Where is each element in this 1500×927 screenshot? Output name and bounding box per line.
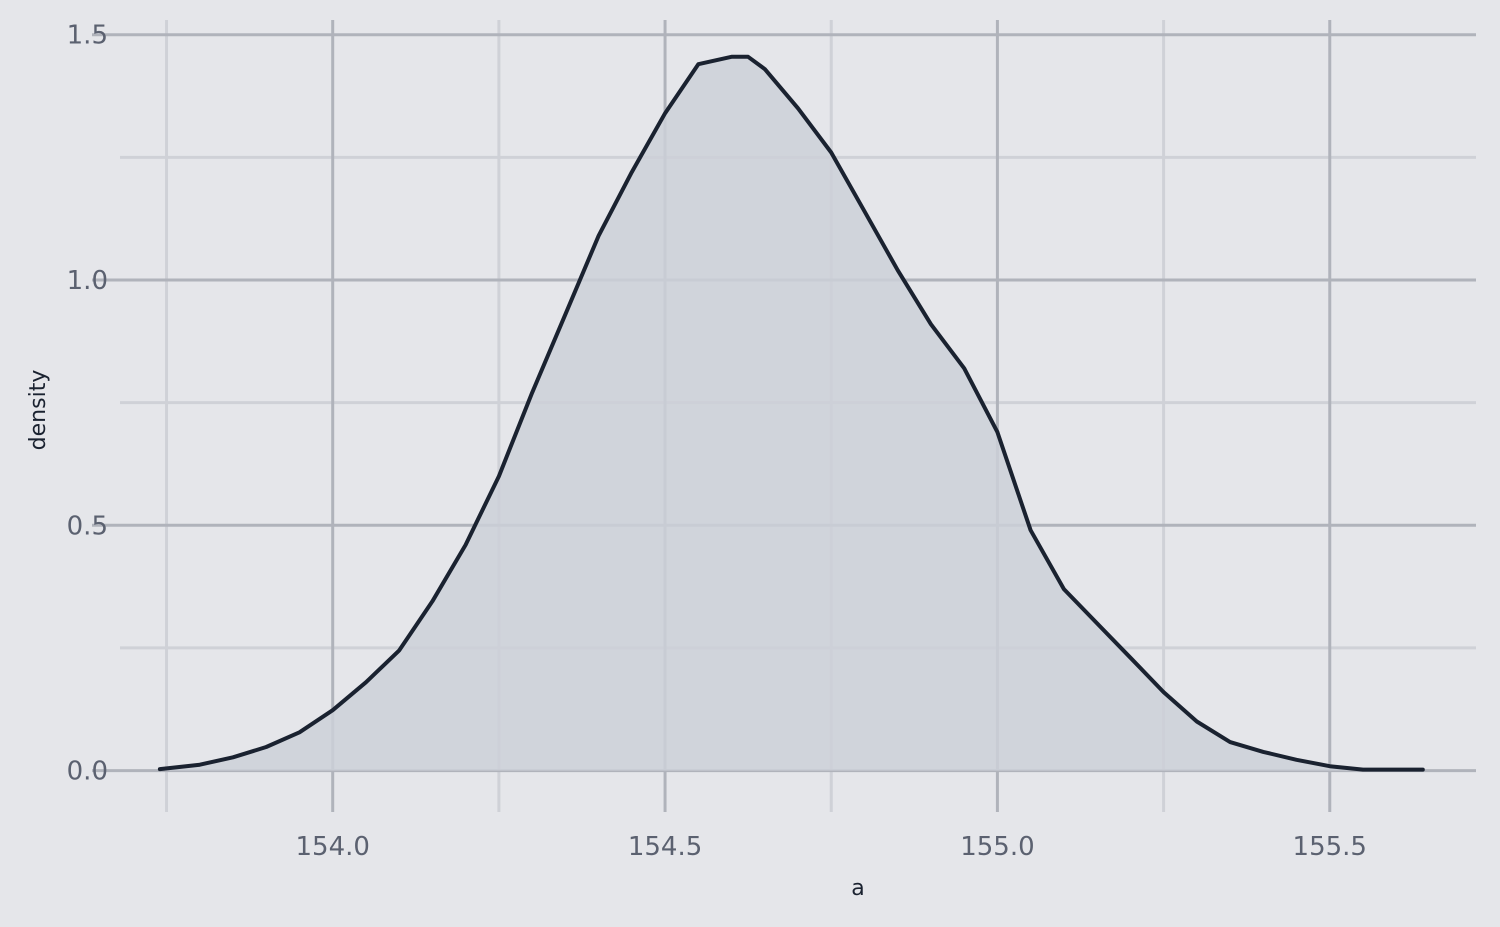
x-tick-label: 154.5 [628,832,702,862]
y-axis-title: density [26,370,51,451]
tick-labels: 154.0 154.5 155.0 155.5 0.0 0.5 1.0 1.5 [67,21,1367,862]
density-line [157,54,1425,772]
y-tick-label: 0.0 [67,757,108,787]
density-area [159,56,1423,771]
y-tick-label: 0.5 [67,511,108,541]
tick-marks [92,33,120,773]
y-tick-label: 1.5 [67,21,108,51]
y-tick-label: 1.0 [67,266,108,296]
data-layer [157,54,1425,772]
x-axis-title: a [851,876,864,901]
x-tick-label: 155.5 [1293,832,1367,862]
x-tick-label: 155.0 [960,832,1034,862]
x-tick-label: 154.0 [295,832,369,862]
